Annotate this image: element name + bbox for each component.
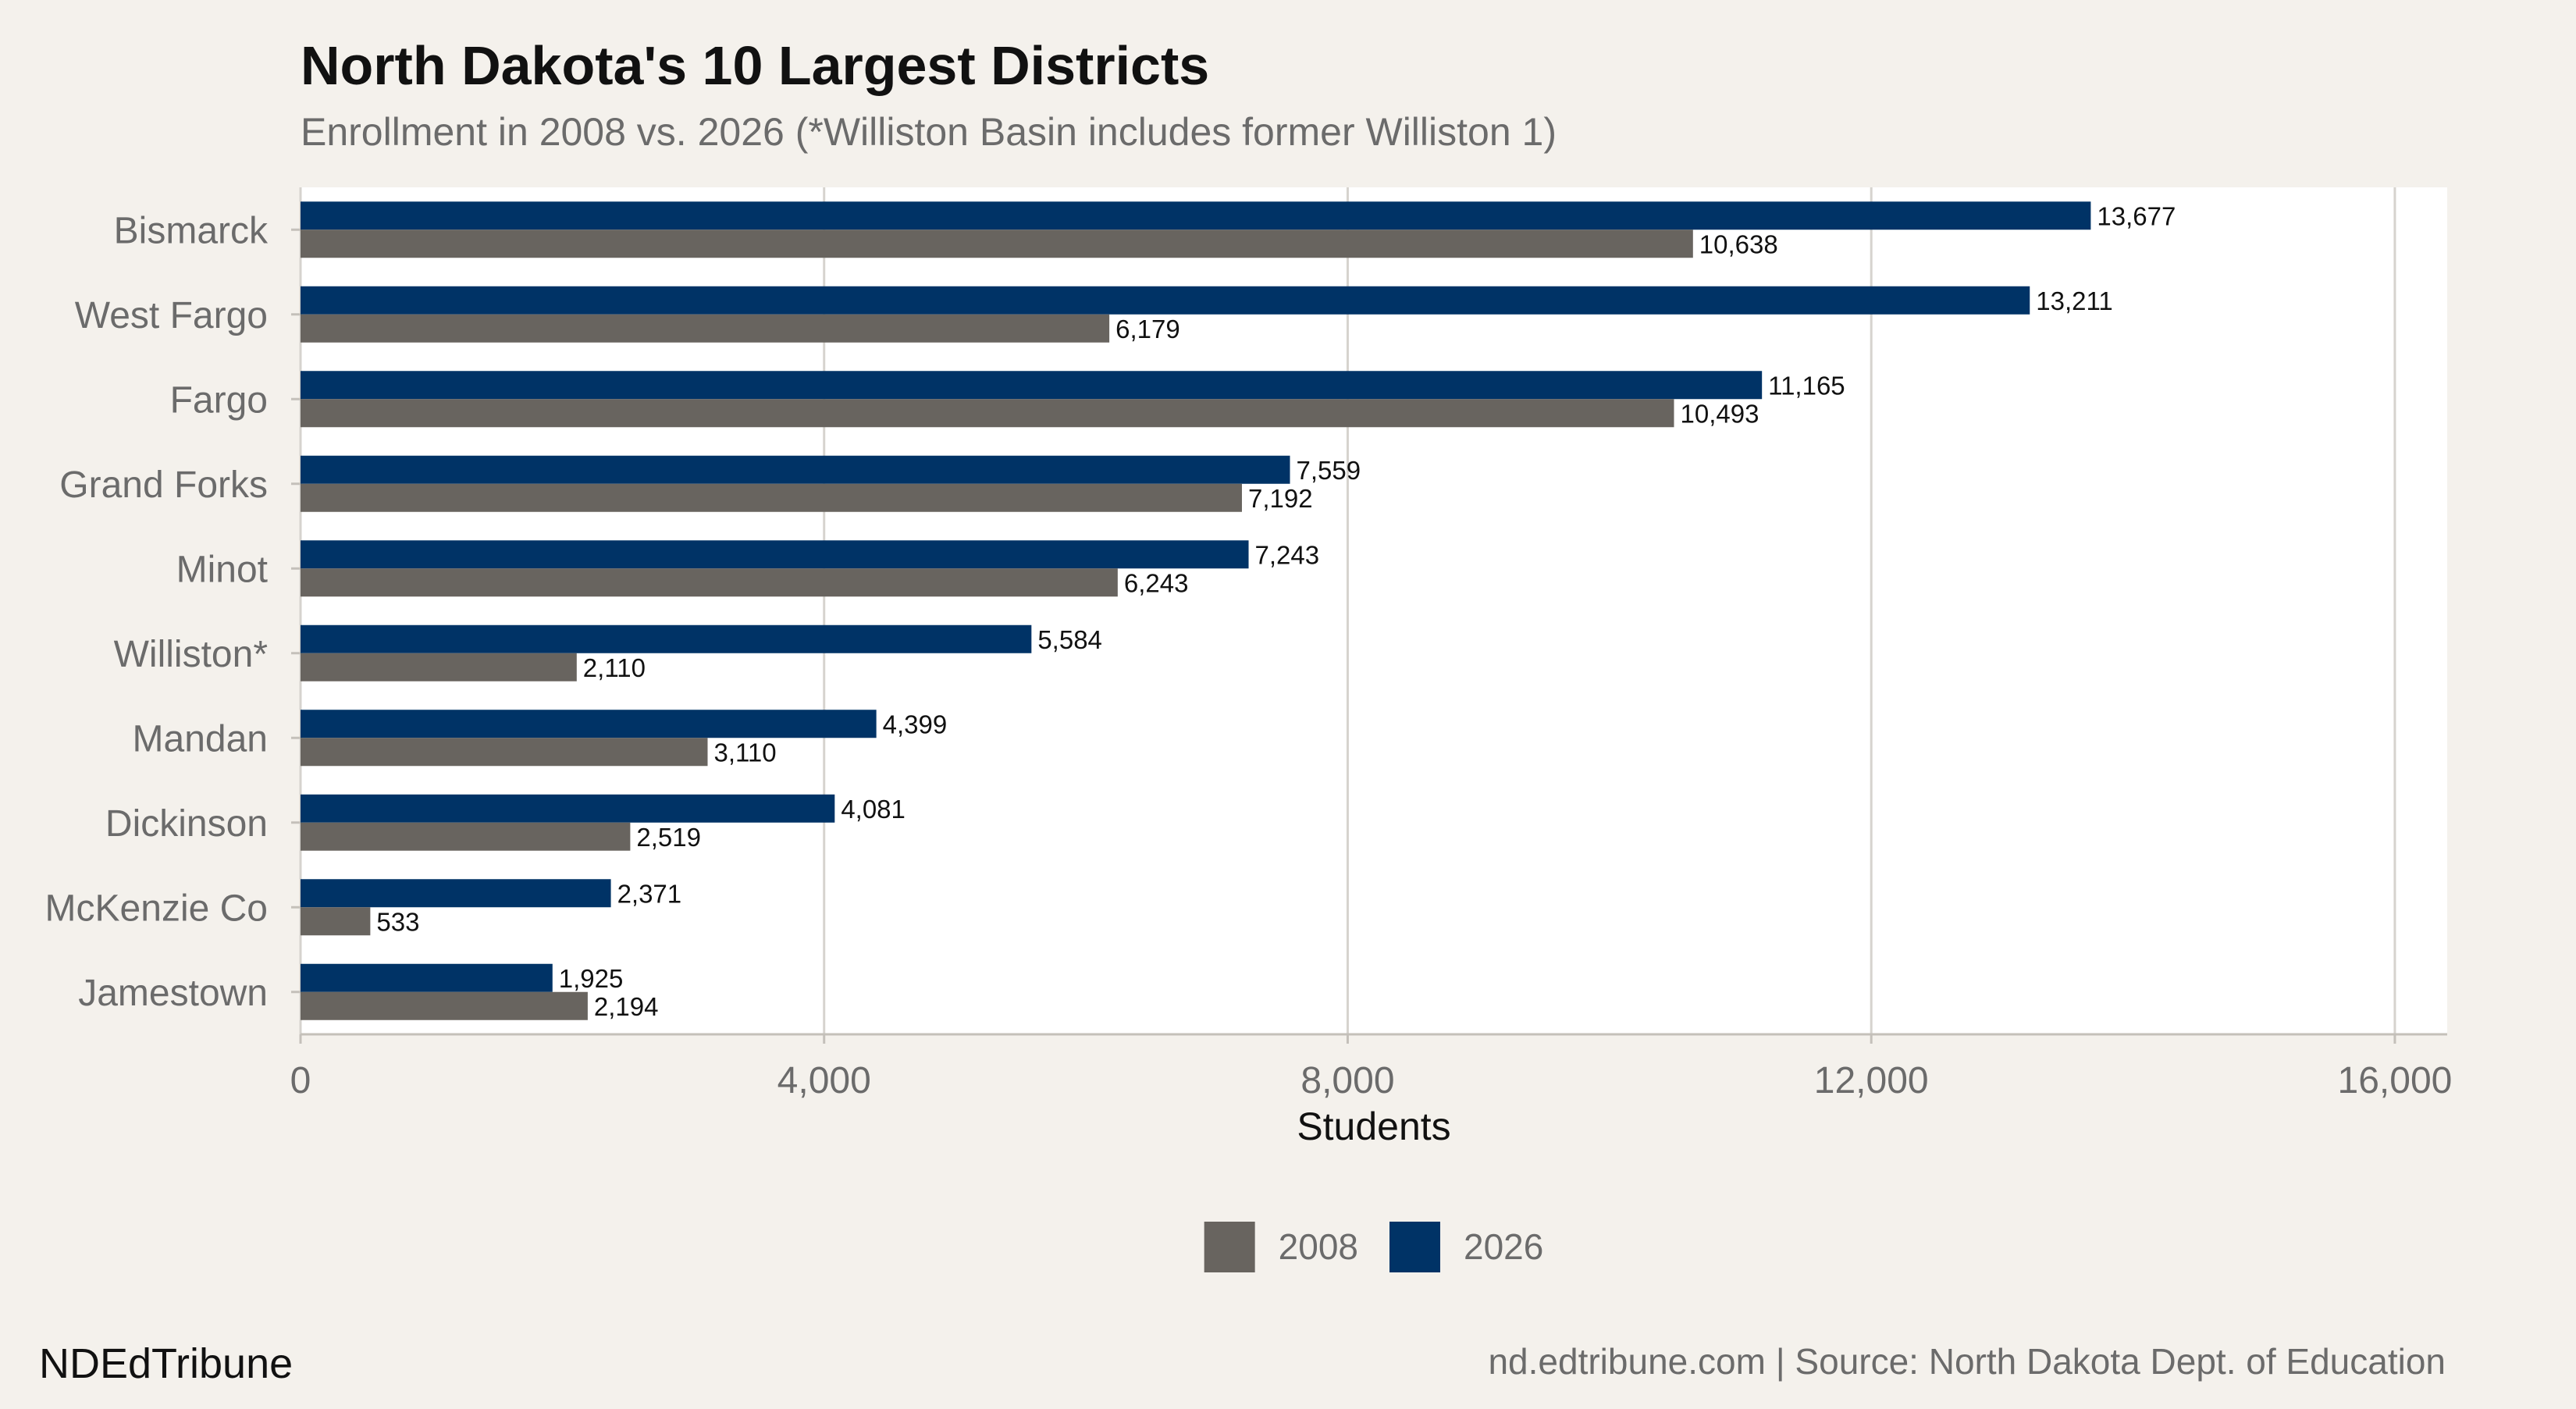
bar-2008 — [301, 399, 1674, 428]
x-tick-label: 16,000 — [2338, 1060, 2453, 1101]
y-category-label: Bismarck — [114, 210, 269, 251]
chart-title: North Dakota's 10 Largest Districts — [301, 35, 1209, 96]
x-axis-title: Students — [1297, 1105, 1450, 1148]
bar-2008 — [301, 738, 708, 767]
chart-subtitle: Enrollment in 2008 vs. 2026 (*Williston … — [301, 110, 1557, 154]
data-label-2026: 4,081 — [841, 795, 906, 824]
bars — [301, 201, 2091, 1020]
data-label-2026: 2,371 — [617, 879, 682, 908]
y-category-label: Jamestown — [78, 973, 268, 1014]
data-label-2026: 13,677 — [2097, 201, 2176, 230]
data-label-2008: 2,194 — [594, 992, 659, 1021]
bar-2026 — [301, 201, 2091, 230]
x-tick-label: 0 — [290, 1060, 311, 1101]
legend: 2008 2026 — [1204, 1222, 1543, 1272]
bar-2008 — [301, 822, 631, 851]
x-tick-label: 8,000 — [1300, 1060, 1394, 1101]
footer-brand: NDEdTribune — [39, 1340, 293, 1387]
y-category-label: Williston* — [114, 634, 268, 675]
bar-2008 — [301, 991, 588, 1020]
bar-2008 — [301, 568, 1118, 597]
data-label-2008: 2,519 — [636, 823, 701, 852]
bar-2026 — [301, 710, 877, 738]
bar-2026 — [301, 455, 1290, 484]
bar-2026 — [301, 794, 835, 823]
bar-2026 — [301, 963, 553, 992]
data-label-2026: 4,399 — [883, 710, 948, 738]
data-label-2026: 7,243 — [1255, 540, 1320, 569]
data-label-2008: 3,110 — [713, 738, 776, 767]
bar-2026 — [301, 371, 1763, 400]
bar-2008 — [301, 314, 1110, 343]
data-label-2026: 13,211 — [2036, 286, 2112, 315]
x-tick-label: 12,000 — [1814, 1060, 1929, 1101]
bar-2026 — [301, 624, 1032, 653]
y-category-label: West Fargo — [75, 295, 268, 336]
data-labels: 13,677 10,638 13,211 6,179 11,165 10,493 7,559… — [376, 201, 2176, 1021]
y-category-label: Fargo — [170, 379, 268, 421]
y-category-label: Mandan — [133, 718, 268, 760]
data-label-2008: 533 — [376, 907, 419, 936]
y-category-label: Grand Forks — [59, 464, 268, 506]
data-label-2008: 6,179 — [1115, 315, 1180, 343]
data-label-2026: 1,925 — [559, 964, 624, 993]
x-tick-label: 4,000 — [777, 1060, 871, 1101]
bar-2008 — [301, 229, 1693, 258]
y-category-label: Dickinson — [105, 803, 268, 845]
data-label-2008: 6,243 — [1124, 568, 1189, 597]
legend-label-2008: 2008 — [1279, 1226, 1358, 1267]
bar-2008 — [301, 907, 371, 936]
y-category-label: Minot — [176, 549, 268, 590]
data-label-2008: 10,638 — [1699, 229, 1778, 258]
data-label-2008: 10,493 — [1680, 399, 1759, 428]
bar-2026 — [301, 286, 2030, 315]
bar-2026 — [301, 879, 611, 908]
bar-2008 — [301, 483, 1242, 512]
bar-2008 — [301, 653, 577, 681]
legend-swatch-2008 — [1204, 1222, 1255, 1272]
data-label-2026: 11,165 — [1768, 371, 1845, 400]
data-label-2008: 2,110 — [583, 653, 646, 682]
bar-2026 — [301, 540, 1249, 569]
y-axis-categories: Bismarck West Fargo Fargo Grand Forks Minot W… — [45, 210, 301, 1014]
x-axis-ticks: 0 4,000 8,000 12,000 16,000 — [290, 1034, 2453, 1101]
legend-label-2026: 2026 — [1464, 1226, 1543, 1267]
data-label-2008: 7,192 — [1248, 484, 1313, 513]
footer-source: nd.edtribune.com | Source: North Dakota … — [1488, 1341, 2446, 1382]
legend-swatch-2026 — [1389, 1222, 1440, 1272]
data-label-2026: 7,559 — [1297, 456, 1361, 485]
y-category-label: McKenzie Co — [45, 888, 268, 929]
data-label-2026: 5,584 — [1037, 625, 1102, 654]
